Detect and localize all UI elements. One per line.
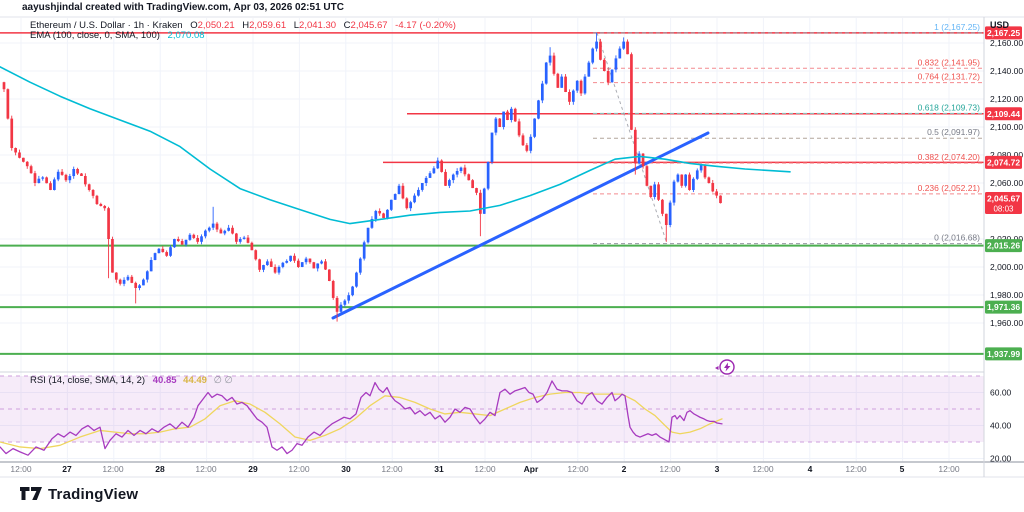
rsi-value: 40.85 [152,375,177,386]
time-axis-label: 29 [248,464,258,474]
tradingview-logo[interactable]: TradingView [20,486,138,503]
fib-diagonal [596,32,668,244]
time-axis-label: 12:00 [567,464,589,474]
time-axis-label: 12:00 [752,464,774,474]
price-tick-label: 2,140.00 [990,66,1023,76]
ema-legend[interactable]: EMA (100, close, 0, SMA, 100) 2,070.08 [30,30,205,41]
attribution-text: aayushjindal created with TradingView.co… [22,2,344,13]
tradingview-logo-text: TradingView [48,486,139,503]
price-tick-label: 2,160.00 [990,38,1023,48]
low-value: 2,041.30 [299,20,337,31]
price-badge-value: 2,074.72 [987,157,1020,167]
open-value: 2,050.21 [197,20,235,31]
price-tick-label: 2,080.00 [990,150,1023,160]
ascending-trendline [331,131,710,320]
price-tick-label: 2,100.00 [990,122,1023,132]
time-axis-label: 12:00 [288,464,310,474]
ema-line [0,66,791,225]
event-lightning-icon[interactable] [715,359,735,375]
price-badge [985,155,1022,169]
price-badge [985,347,1022,361]
rsi-sma-value: 44.49 [183,375,207,386]
price-badge [985,26,1022,40]
time-axis-label: 2 [622,464,627,474]
change-value: -4.17 (-0.20%) [395,20,456,31]
time-axis-label: Apr [524,464,539,474]
fib-level-label: 1 (2,167.25) [934,22,980,32]
time-axis-label: 27 [62,464,72,474]
ema-label: EMA (100, close, 0, SMA, 100) [30,30,160,41]
time-axis-label: 28 [155,464,165,474]
time-axis-label: 3 [715,464,720,474]
time-axis-label: 5 [900,464,905,474]
time-axis-label: 12:00 [102,464,124,474]
time-axis-label: 31 [434,464,444,474]
time-axis-label: 12:00 [845,464,867,474]
fib-level-label: 0.618 (2,109.73) [918,102,981,112]
fib-level-label: 0 (2,016.68) [934,233,980,243]
price-badge-value: 2,015.26 [987,241,1020,251]
symbol-legend[interactable]: Ethereum / U.S. Dollar · 1h · Kraken O2,… [30,20,456,31]
high-value: 2,059.61 [249,20,287,31]
rsi-sma-line [0,391,723,450]
fib-level-label: 0.236 (2,052.21) [918,183,981,193]
close-label: C [343,20,351,31]
fib-level-label: 0.832 (2,141.95) [918,57,981,67]
price-tick-label: 2,120.00 [990,94,1023,104]
price-badge-value: 2,167.25 [987,28,1020,38]
time-axis-label: 12:00 [10,464,32,474]
ema-value: 2,070.08 [167,30,205,41]
time-axis-label: 12:00 [474,464,496,474]
time-axis-label: 12:00 [195,464,217,474]
fib-level-label: 0.5 (2,091.97) [927,127,980,137]
rsi-empty-values: ∅ ∅ [213,375,233,386]
price-badge-value: 2,109.44 [987,109,1020,119]
open-label: O [190,20,198,31]
fib-level-label: 0.382 (2,074.20) [918,152,981,162]
currency-label: USD [990,20,1010,30]
rsi-label: RSI (14, close, SMA, 14, 2) [30,375,146,386]
time-axis-label: 12:00 [659,464,681,474]
time-axis-label: 30 [341,464,351,474]
price-badge-countdown: 08:03 [993,205,1014,214]
rsi-tick-label: 60.00 [990,388,1012,398]
close-value: 2,045.67 [350,20,388,31]
fib-level-label: 0.764 (2,131.72) [918,72,981,82]
price-badge [985,300,1022,314]
rsi-tick-label: 40.00 [990,421,1012,431]
time-axis-label: 12:00 [938,464,960,474]
price-tick-label: 1,980.00 [990,290,1023,300]
price-badge [985,239,1022,253]
price-badge-value: 1,971.36 [987,302,1020,312]
time-axis-label: 12:00 [381,464,403,474]
price-badge-value: 2,045.67 [987,194,1020,204]
price-tick-label: 2,000.00 [990,262,1023,272]
time-axis-label: 4 [808,464,813,474]
price-tick-label: 2,020.00 [990,234,1023,244]
candles [2,41,722,312]
price-badge [985,107,1022,121]
rsi-line [0,380,723,456]
price-badge-value: 1,937.99 [987,349,1020,359]
low-label: L [293,20,300,31]
high-label: H [242,20,250,31]
footer-bar: TradingView [0,478,1024,512]
symbol-title: Ethereum / U.S. Dollar · 1h · Kraken [30,20,183,31]
tradingview-logo-icon [20,486,42,500]
price-tick-label: 2,060.00 [990,178,1023,188]
price-badge [985,192,1022,215]
rsi-tick-label: 20.00 [990,454,1012,464]
price-tick-label: 1,960.00 [990,318,1023,328]
rsi-legend[interactable]: RSI (14, close, SMA, 14, 2) 40.85 44.49 … [30,375,233,386]
